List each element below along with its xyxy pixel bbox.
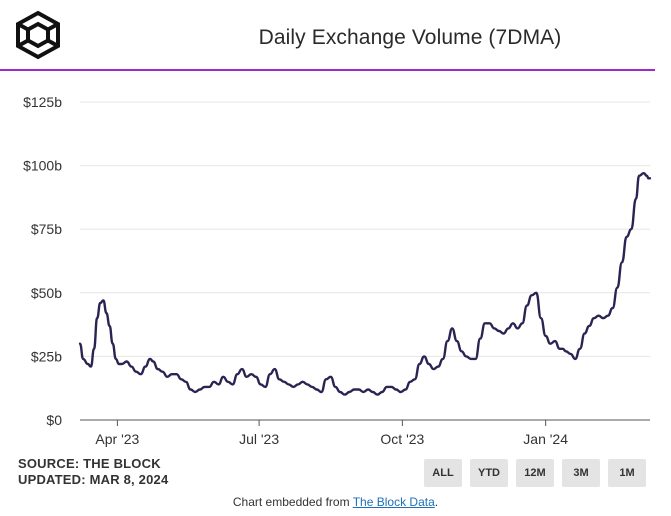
source-label: SOURCE: THE BLOCK — [18, 456, 161, 471]
range-button-all[interactable]: ALL — [424, 459, 462, 487]
x-tick-label: Oct '23 — [380, 431, 424, 447]
the-block-logo — [16, 10, 60, 60]
series-line-exchange-volume — [78, 172, 652, 396]
range-button-1m[interactable]: 1M — [608, 459, 646, 487]
y-axis: $0 $25b $50b $75b $100b $125b — [23, 94, 62, 428]
gridlines — [80, 101, 650, 357]
the-block-data-link[interactable]: The Block Data — [352, 495, 435, 509]
updated-label: UPDATED: MAR 8, 2024 — [18, 472, 169, 487]
y-tick-label: $100b — [23, 158, 62, 174]
exchange-volume-line-chart: $0 $25b $50b $75b $100b $125b Apr '23 Jul '23 O… — [23, 94, 652, 447]
y-tick-label: $75b — [31, 221, 62, 237]
x-tick-label: Jul '23 — [239, 431, 279, 447]
x-tick-label: Jan '24 — [523, 431, 568, 447]
x-axis: Apr '23 Jul '23 Oct '23 Jan '24 — [95, 420, 568, 447]
range-button-12m[interactable]: 12M — [516, 459, 554, 487]
y-tick-label: $125b — [23, 94, 62, 110]
embed-footer: Chart embedded from The Block Data. — [0, 495, 671, 509]
header: Daily Exchange Volume (7DMA) — [0, 0, 671, 72]
y-tick-label: $50b — [31, 285, 62, 301]
range-button-3m[interactable]: 3M — [562, 459, 600, 487]
footer-suffix: . — [434, 495, 439, 509]
footer-prefix: Chart embedded from — [232, 495, 353, 509]
range-button-ytd[interactable]: YTD — [470, 459, 508, 487]
accent-divider — [0, 69, 655, 71]
x-tick-label: Apr '23 — [95, 431, 139, 447]
source-note: SOURCE: THE BLOCK UPDATED: MAR 8, 2024 — [18, 456, 168, 488]
chart-title: Daily Exchange Volume (7DMA) — [258, 26, 562, 49]
y-tick-label: $25b — [31, 348, 62, 364]
y-tick-label: $0 — [46, 412, 62, 428]
